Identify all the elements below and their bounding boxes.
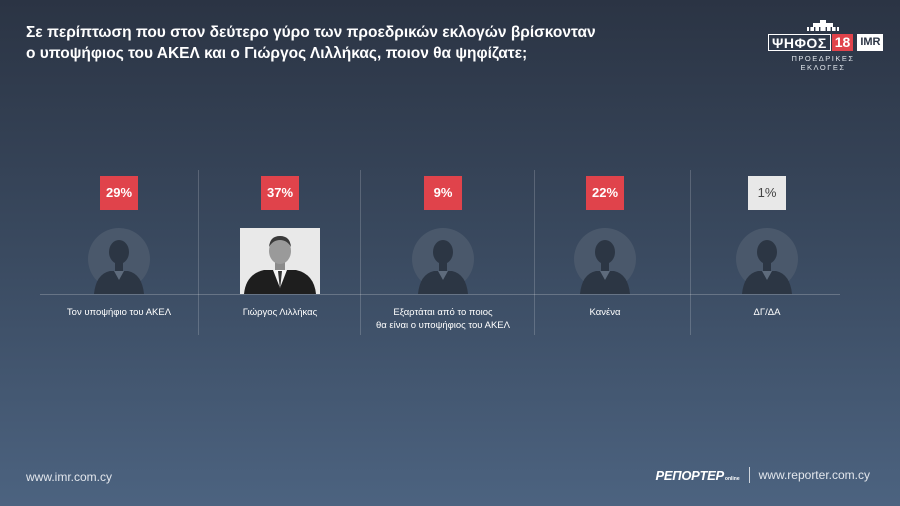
category-label-line: Γιώργος Λιλλήκας	[242, 307, 318, 318]
footer-reporter-link[interactable]: www.reporter.com.cy	[758, 468, 870, 482]
parliament-building-icon	[807, 20, 839, 31]
value-label: 9%	[424, 176, 462, 210]
reporter-logo-suffix: online	[724, 475, 740, 482]
reporter-logo-text: ΡΕΠΟΡΤΕΡ	[655, 467, 725, 483]
person-silhouette-icon	[736, 228, 798, 294]
psifos-logo: ΨΗΦΟΣ 18 IMR ΠΡΟΕΔΡΙΚΕΣ ΕΚΛΟΓΕΣ	[768, 20, 884, 72]
footer-right: ΡΕΠΟΡΤΕΡonline www.reporter.com.cy	[656, 467, 870, 483]
category-label: ΔΓ/ΔΑ	[687, 306, 847, 319]
poll-results-chart: 29% Τον υποψήφιο του ΑΚΕΛ 37% Γιώργος Λιλλή…	[40, 170, 840, 340]
value-label: 29%	[100, 176, 138, 210]
category-label-line: Κανένα	[589, 307, 621, 318]
column-divider	[360, 170, 361, 335]
category-label-line: θα είναι ο υποψήφιος του ΑΚΕΛ	[376, 320, 510, 331]
chart-baseline	[40, 294, 840, 295]
title-line-2: ο υποψήφιος του ΑΚΕΛ και ο Γιώργος Λιλλή…	[26, 45, 528, 62]
column-divider	[534, 170, 535, 335]
footer-divider	[748, 467, 750, 483]
value-label: 37%	[261, 176, 299, 210]
category-label: Εξαρτάται από το ποιος θα είναι ο υποψήφι…	[363, 306, 523, 332]
logo-subtitle: ΠΡΟΕΔΡΙΚΕΣ ΕΚΛΟΓΕΣ	[791, 54, 855, 72]
category-label: Κανένα	[525, 306, 685, 319]
category-label: Τον υποψήφιο του ΑΚΕΛ	[39, 306, 199, 319]
logo-number: 18	[831, 34, 854, 51]
category-label: Γιώργος Λιλλήκας	[200, 306, 360, 319]
candidate-photo	[240, 228, 320, 294]
value-label: 22%	[586, 176, 624, 210]
person-silhouette-icon	[574, 228, 636, 294]
reporter-logo: ΡΕΠΟΡΤΕΡonline	[656, 468, 740, 483]
value-label: 1%	[748, 176, 786, 210]
column-divider	[198, 170, 199, 335]
logo-partner: IMR	[857, 34, 884, 51]
category-label-line: Τον υποψήφιο του ΑΚΕΛ	[66, 307, 172, 318]
person-silhouette-icon	[88, 228, 150, 294]
logo-main-text: ΨΗΦΟΣ	[768, 34, 831, 51]
logo-wordmark: ΨΗΦΟΣ 18 IMR	[768, 34, 884, 51]
page-title: Σε περίπτωση που στον δεύτερο γύρο των π…	[26, 22, 626, 64]
column-divider	[690, 170, 691, 335]
category-label-line: ΔΓ/ΔΑ	[753, 307, 781, 318]
category-label-line: Εξαρτάται από το ποιος	[393, 307, 493, 318]
footer-imr-link[interactable]: www.imr.com.cy	[26, 470, 113, 484]
person-silhouette-icon	[412, 228, 474, 294]
title-line-1: Σε περίπτωση που στον δεύτερο γύρο των π…	[26, 24, 596, 41]
